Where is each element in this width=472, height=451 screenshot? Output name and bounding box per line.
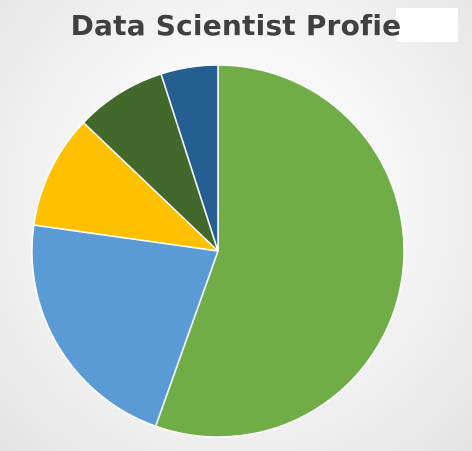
pie-slices — [31, 64, 405, 438]
chart-title: Data Scientist Profie — [70, 9, 402, 42]
title-background-patch — [396, 8, 458, 42]
pie-slice-5 — [160, 64, 219, 252]
pie-slice-2 — [31, 224, 219, 427]
pie-slice-3 — [33, 121, 219, 252]
pie-slice-4 — [82, 73, 219, 252]
pie-slice-1 — [154, 64, 405, 438]
